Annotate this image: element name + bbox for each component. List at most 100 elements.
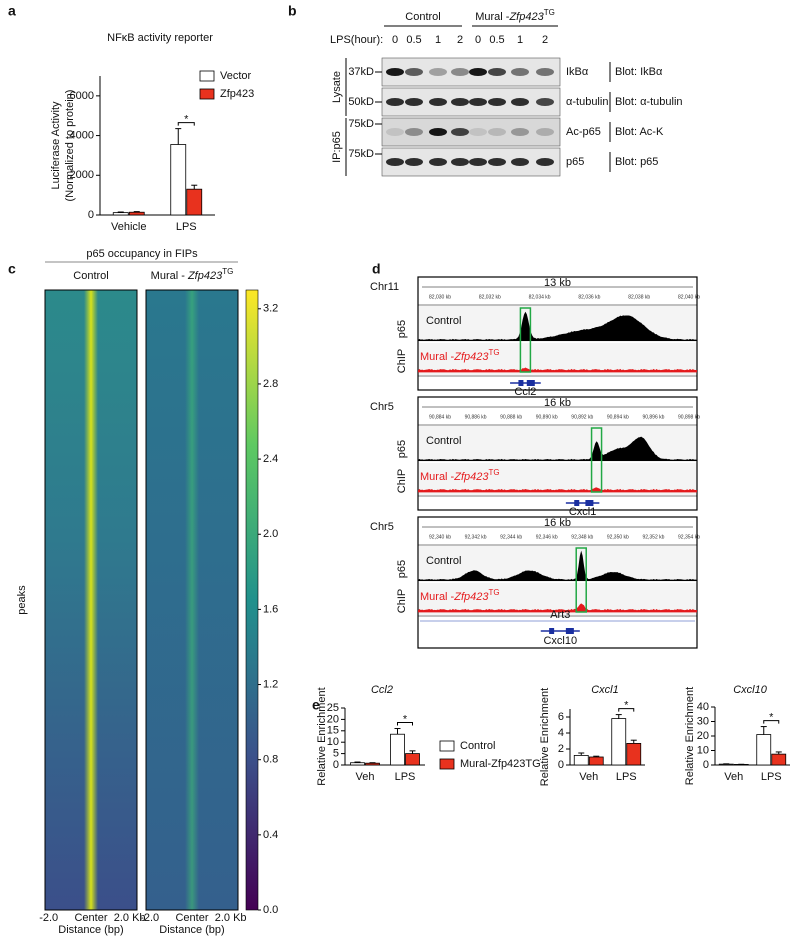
- time-label: LPS(hour):: [330, 34, 383, 46]
- y-tick-label: 2: [558, 743, 564, 755]
- colorbar-tick-label: 0.8: [263, 754, 278, 766]
- tg-signal: [418, 487, 697, 492]
- y-axis-label: Luciferase Activity: [50, 101, 62, 190]
- superscript: TG: [488, 348, 499, 357]
- chart-title: p65 occupancy in FIPs: [86, 248, 198, 260]
- column-label: Control: [73, 270, 108, 282]
- colorbar-tick-label: 2.4: [263, 453, 278, 465]
- factor-label: p65: [396, 560, 408, 578]
- significance-bracket: [177, 122, 195, 126]
- coordinate: 82,040 kb: [678, 294, 700, 300]
- y-tick-label: 4000: [70, 129, 94, 141]
- lane-label: 0.5: [489, 34, 504, 46]
- chart-title: Cxcl10: [733, 684, 768, 696]
- coordinate: 92,346 kb: [536, 534, 558, 540]
- x-tick-label: LPS: [616, 771, 637, 783]
- gene-name: Zfp423: [453, 471, 489, 483]
- section-label: IP:p65: [331, 131, 343, 163]
- band: [511, 128, 529, 136]
- tg-signal: [418, 603, 697, 612]
- bar: [611, 718, 627, 766]
- legend-swatch: [439, 740, 455, 752]
- band: [469, 128, 487, 136]
- band: [511, 68, 529, 76]
- band: [451, 158, 469, 166]
- coordinate: 82,030 kb: [429, 294, 451, 300]
- coordinate: 90,890 kb: [536, 414, 558, 420]
- y-tick-label: 2000: [70, 169, 94, 181]
- blot-antibody: Blot: p65: [615, 156, 658, 168]
- gene-name: Cxcl1: [569, 506, 597, 518]
- y-tick-label: 4: [558, 727, 564, 739]
- control-label: Control: [426, 435, 461, 447]
- superscript: TG: [488, 468, 499, 477]
- control-signal: [418, 436, 697, 461]
- x-tick-label: -2.0: [39, 912, 58, 924]
- span-label: 16 kb: [544, 397, 571, 409]
- blot-antibody: Blot: IkBα: [615, 66, 663, 78]
- significance: *: [403, 713, 408, 725]
- control-signal: [418, 311, 697, 341]
- exon: [574, 500, 580, 506]
- x-tick-label: Veh: [579, 771, 598, 783]
- coordinate: 90,892 kb: [571, 414, 593, 420]
- x-tick-label: Veh: [724, 771, 743, 783]
- band: [386, 68, 404, 76]
- section-label: Lysate: [331, 71, 343, 103]
- gene-name: Art3: [550, 609, 570, 621]
- x-tick-label: Vehicle: [111, 221, 146, 233]
- y-tick-label: 15: [327, 725, 339, 737]
- band: [451, 128, 469, 136]
- y-tick-label: 5: [333, 748, 339, 760]
- heatmap-frame: [145, 289, 239, 911]
- significance: *: [184, 114, 189, 126]
- coordinate: 92,354 kb: [678, 534, 700, 540]
- coordinate: 82,032 kb: [479, 294, 501, 300]
- band: [429, 128, 447, 136]
- legend-swatch: [199, 70, 215, 82]
- y-axis-label: Relative Enrichment: [539, 688, 551, 786]
- coordinate: 92,344 kb: [500, 534, 522, 540]
- significance: *: [769, 711, 774, 723]
- y-axis-label: peaks: [16, 585, 28, 615]
- superscript: TG: [222, 267, 233, 276]
- band-label: p65: [566, 156, 584, 168]
- coordinate: 90,886 kb: [465, 414, 487, 420]
- band-label: α-tubulin: [566, 96, 608, 108]
- bar: [170, 144, 187, 216]
- y-tick-label: 20: [327, 713, 339, 725]
- band: [488, 68, 506, 76]
- exon: [549, 628, 555, 634]
- experiment-label: ChIP: [396, 349, 408, 373]
- column-label: Mural - Zfp423TG: [151, 267, 234, 282]
- band: [451, 98, 469, 106]
- bar: [350, 762, 365, 766]
- band-label: Ac-p65: [566, 126, 601, 138]
- span-label: 13 kb: [544, 277, 571, 289]
- colorbar-tick-label: 0.4: [263, 829, 278, 841]
- panel-label: b: [288, 3, 297, 19]
- legend-label: Vector: [220, 70, 252, 82]
- legend-label: Control: [460, 740, 495, 752]
- locus-box: [417, 516, 698, 649]
- panel-label: d: [372, 261, 381, 277]
- coordinate: 90,894 kb: [607, 414, 629, 420]
- coordinate: 92,342 kb: [465, 534, 487, 540]
- x-tick-label: Center: [74, 912, 107, 924]
- text-part: Mural -: [475, 11, 510, 23]
- exon: [518, 380, 524, 386]
- blot-antibody: Blot: Ac-K: [615, 126, 664, 138]
- y-tick-label: 40: [697, 701, 709, 713]
- x-tick-label: 2.0 Kb: [114, 912, 146, 924]
- bar: [588, 756, 604, 766]
- band: [405, 128, 423, 136]
- coordinate: 92,350 kb: [607, 534, 629, 540]
- blot-strip: [381, 117, 561, 147]
- coordinate: 82,036 kb: [578, 294, 600, 300]
- panel-label: a: [8, 3, 16, 19]
- legend-swatch: [439, 758, 455, 770]
- significance: *: [624, 700, 629, 712]
- coordinate: 92,340 kb: [429, 534, 451, 540]
- peak-highlight: [575, 547, 587, 613]
- tg-label: Mural -Zfp423TG: [420, 588, 500, 603]
